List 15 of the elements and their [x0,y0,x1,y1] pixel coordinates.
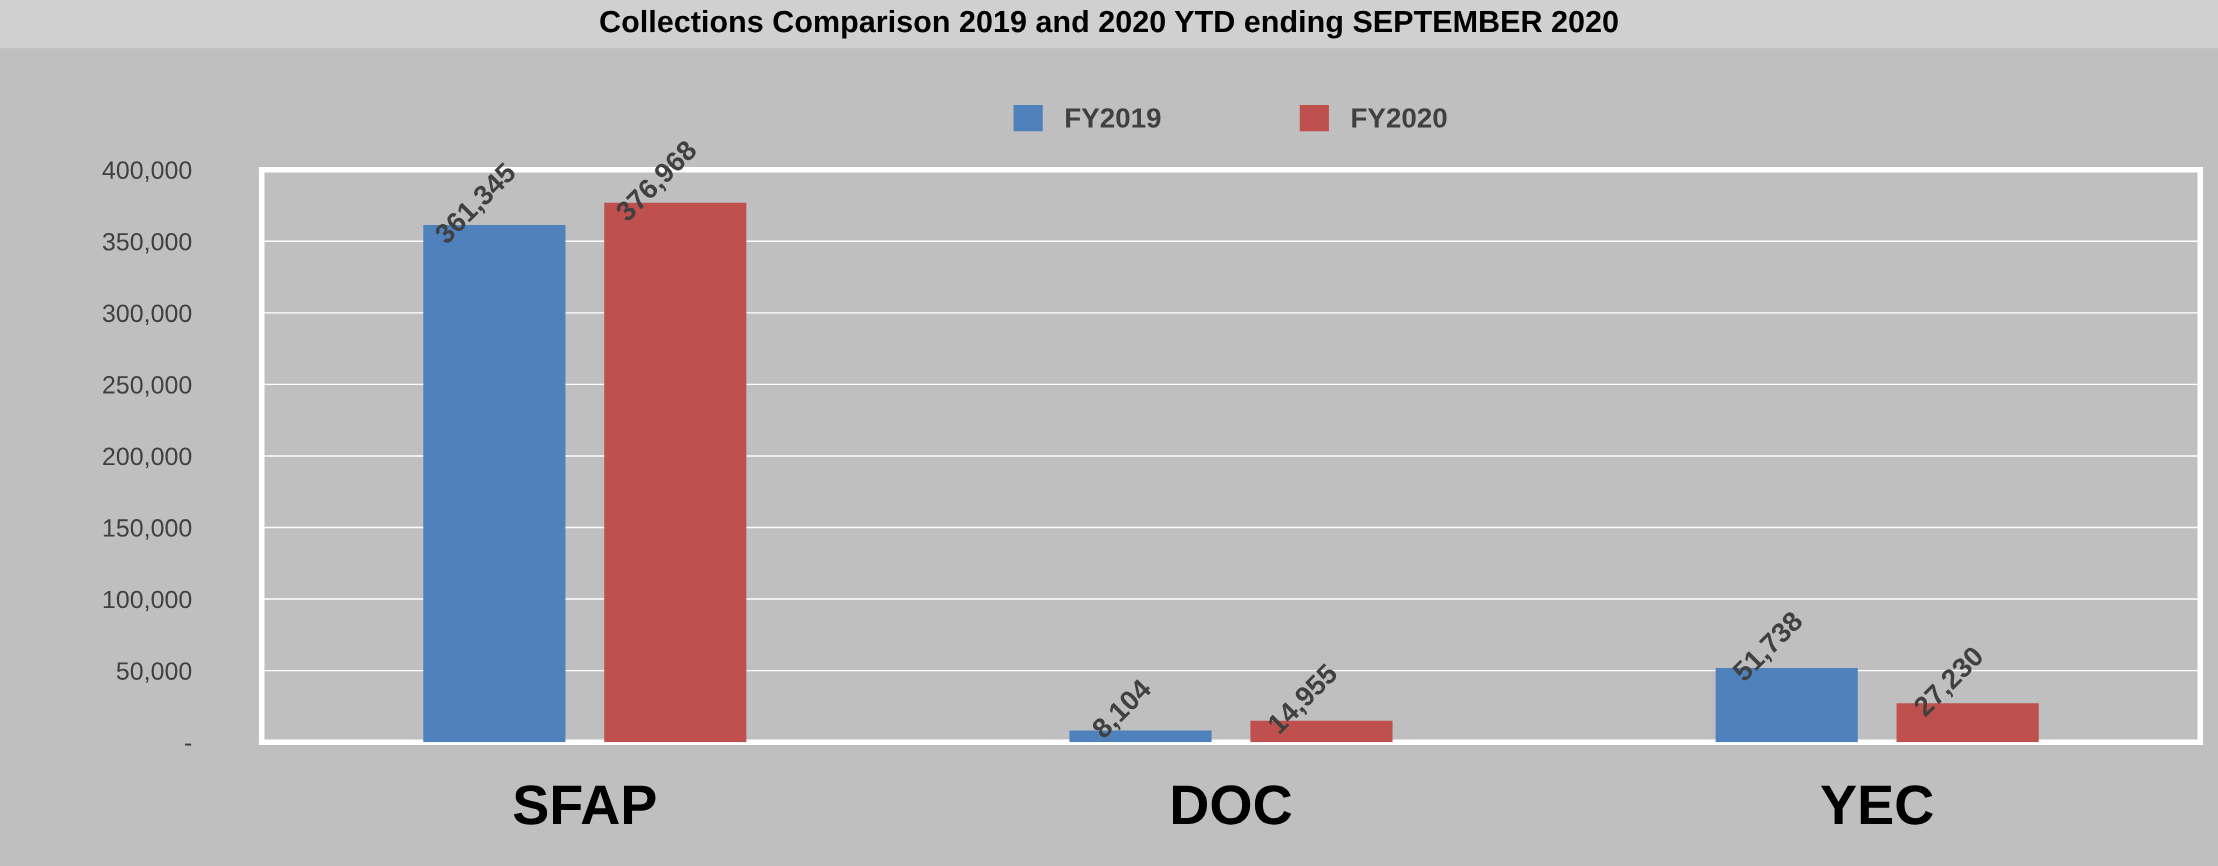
y-tick-label: - [185,743,192,746]
legend-label: FY2019 [1066,108,1161,128]
y-tick-label: 300,000 [102,304,192,326]
y-tick-label: 350,000 [102,232,192,254]
y-tick-label: 50,000 [116,662,192,683]
x-tick-label: YEC [1821,785,1933,825]
chart-title: Collections Comparison 2019 and 2020 YTD ending SEPTEMBER 2020 [600,9,1618,39]
y-tick-label: 250,000 [103,376,192,397]
y-tick-label: 150,000 [103,519,192,540]
x-tick-label: DOC [1172,785,1292,825]
x-tick-label: SFAP [513,785,656,825]
y-tick-label: 200,000 [103,447,192,469]
y-tick-label: 400,000 [102,161,192,182]
y-tick-label: 100,000 [103,590,192,612]
legend-label: FY2020 [1352,108,1447,128]
